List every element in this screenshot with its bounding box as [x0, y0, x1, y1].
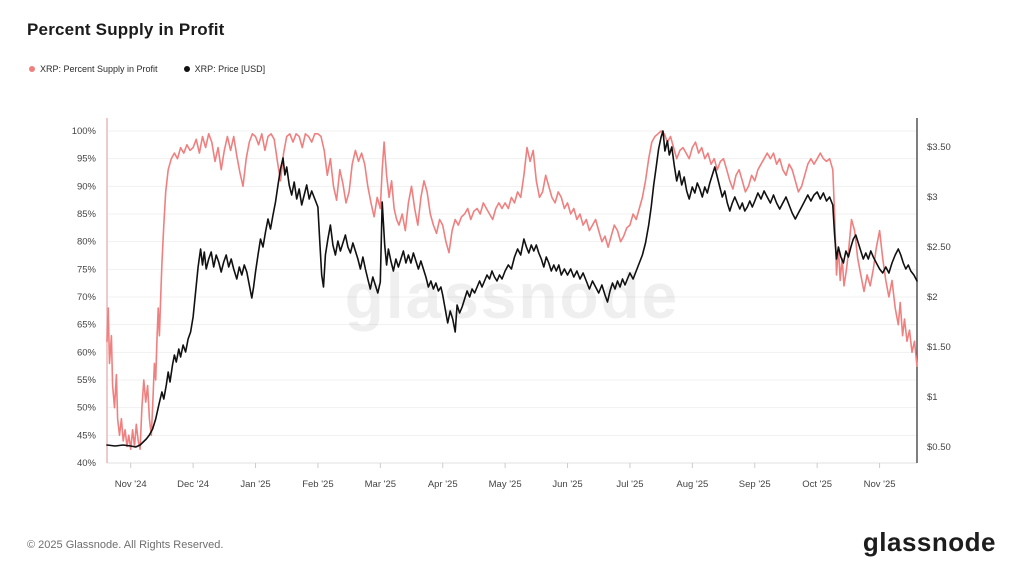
legend-label: XRP: Price [USD] [194, 64, 266, 74]
x-tick-label: Oct '25 [802, 479, 832, 490]
x-tick-label: Nov '25 [864, 479, 896, 490]
price-line[interactable] [106, 130, 918, 448]
right-axis-label: $3.50 [927, 142, 951, 153]
left-axis-label: 100% [72, 126, 97, 137]
legend-item-0[interactable]: XRP: Percent Supply in Profit [29, 64, 158, 74]
left-axis-label: 45% [77, 430, 97, 441]
left-axis-label: 65% [77, 320, 97, 331]
left-axis-label: 60% [77, 347, 97, 358]
x-tick-label: Feb '25 [302, 479, 333, 490]
left-axis-label: 40% [77, 458, 97, 469]
left-axis-label: 70% [77, 292, 97, 303]
x-tick-label: Sep '25 [739, 479, 771, 490]
legend: XRP: Percent Supply in Profit XRP: Price … [29, 64, 265, 74]
right-axis-label: $1.50 [927, 342, 951, 353]
percent-supply-in-profit-line[interactable] [106, 130, 918, 451]
x-tick-label: Dec '24 [177, 479, 209, 490]
legend-swatch-icon [183, 66, 190, 72]
x-tick-label: Aug '25 [676, 479, 708, 490]
right-axis-label: $1 [927, 392, 938, 403]
x-tick-label: Nov '24 [115, 479, 147, 490]
left-axis-label: 90% [77, 181, 97, 192]
left-axis-label: 75% [77, 264, 97, 275]
x-tick-label: Apr '25 [428, 479, 458, 490]
x-tick-label: Jul '25 [616, 479, 643, 490]
left-axis-label: 85% [77, 209, 97, 220]
x-tick-label: May '25 [489, 479, 522, 490]
chart-plot-area[interactable]: glassnode Nov '24 Dec '24 Jan '25 Feb '25 Mar… [0, 0, 1024, 510]
right-axis-label: $2 [927, 292, 938, 303]
legend-label: XRP: Percent Supply in Profit [40, 64, 158, 74]
right-axis-label: $2.50 [927, 242, 951, 253]
watermark: glassnode [345, 260, 680, 332]
legend-item-1[interactable]: XRP: Price [USD] [183, 64, 266, 74]
x-tick-label: Mar '25 [365, 479, 396, 490]
page-title: Percent Supply in Profit [27, 20, 225, 39]
legend-swatch-icon [29, 66, 35, 72]
x-tick-label: Jun '25 [552, 479, 582, 490]
left-axis-label: 50% [77, 403, 97, 414]
x-tick-label: Jan '25 [240, 479, 270, 490]
right-axis-label: $0.50 [927, 442, 951, 453]
left-axis-label: 55% [77, 375, 97, 386]
copyright-text: © 2025 Glassnode. All Rights Reserved. [27, 539, 224, 551]
glassnode-logo: glassnode [862, 527, 996, 557]
left-axis-label: 80% [77, 237, 97, 248]
left-axis-label: 95% [77, 154, 97, 165]
right-axis-label: $3 [927, 192, 938, 203]
